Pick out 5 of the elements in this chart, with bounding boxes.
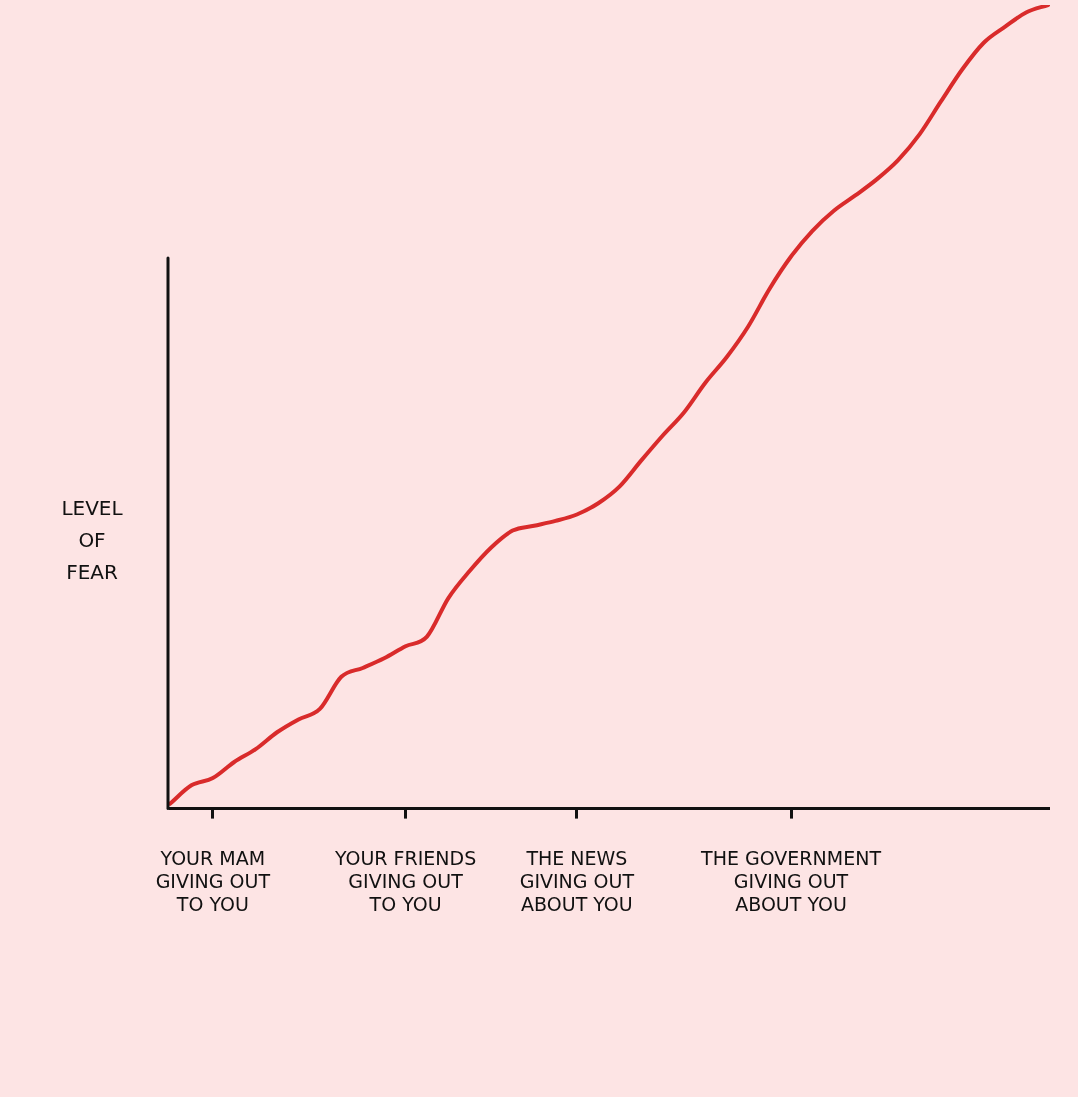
x-tick-label: YOUR MAM GIVING OUT TO YOU (155, 846, 271, 915)
y-axis-title: LEVEL OF FEAR (61, 496, 124, 585)
x-tick-label: THE GOVERNMENT GIVING OUT ABOUT YOU (700, 846, 882, 915)
x-tick-label: THE NEWS GIVING OUT ABOUT YOU (519, 846, 635, 915)
x-tick-label: YOUR FRIENDS GIVING OUT TO YOU (333, 846, 477, 915)
